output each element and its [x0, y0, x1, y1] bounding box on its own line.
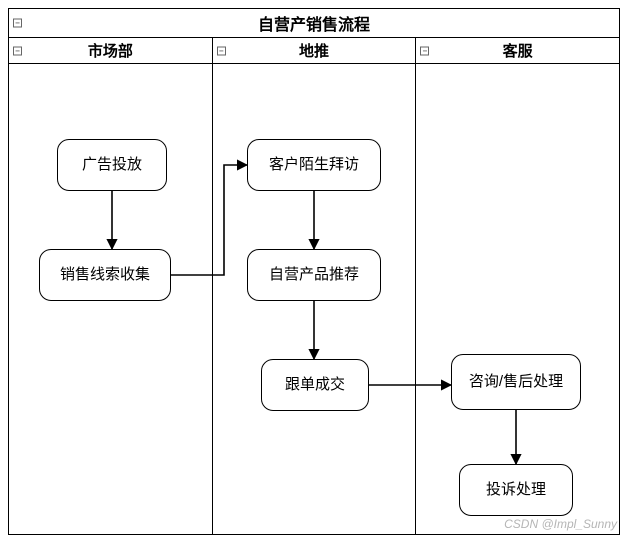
lane-label: 地推 [299, 43, 329, 60]
node-label: 咨询/售后处理 [469, 373, 563, 392]
lane-label: 客服 [503, 43, 533, 60]
diagram-title: 自营产销售流程 [258, 17, 370, 34]
lane-label: 市场部 [88, 43, 133, 60]
lanes-body: 广告投放销售线索收集 客户陌生拜访自营产品推荐跟单成交 咨询/售后处理投诉处理 [9, 64, 619, 534]
flow-node[interactable]: 销售线索收集 [39, 249, 171, 301]
flow-node[interactable]: 投诉处理 [459, 464, 573, 516]
lane-header-marketing: − 市场部 [9, 38, 212, 63]
swimlane-diagram: − 自营产销售流程 − 市场部 − 地推 − 客服 广告投放销售线索收集客 [8, 8, 620, 535]
node-label: 客户陌生拜访 [269, 156, 359, 175]
node-label: 广告投放 [82, 156, 142, 175]
collapse-icon[interactable]: − [13, 19, 22, 28]
collapse-icon[interactable]: − [217, 46, 226, 55]
node-label: 自营产品推荐 [269, 266, 359, 285]
flow-node[interactable]: 跟单成交 [261, 359, 369, 411]
node-label: 销售线索收集 [60, 266, 150, 285]
flow-node[interactable]: 客户陌生拜访 [247, 139, 381, 191]
flow-node[interactable]: 广告投放 [57, 139, 167, 191]
diagram-title-row: − 自营产销售流程 [9, 9, 619, 38]
flow-node[interactable]: 咨询/售后处理 [451, 354, 581, 410]
collapse-icon[interactable]: − [420, 46, 429, 55]
collapse-icon[interactable]: − [13, 46, 22, 55]
flow-node[interactable]: 自营产品推荐 [247, 249, 381, 301]
lane-header-service: − 客服 [415, 38, 619, 63]
lane-header-field: − 地推 [212, 38, 416, 63]
lane-header-row: − 市场部 − 地推 − 客服 [9, 38, 619, 64]
node-label: 跟单成交 [285, 376, 345, 395]
node-label: 投诉处理 [486, 481, 546, 500]
